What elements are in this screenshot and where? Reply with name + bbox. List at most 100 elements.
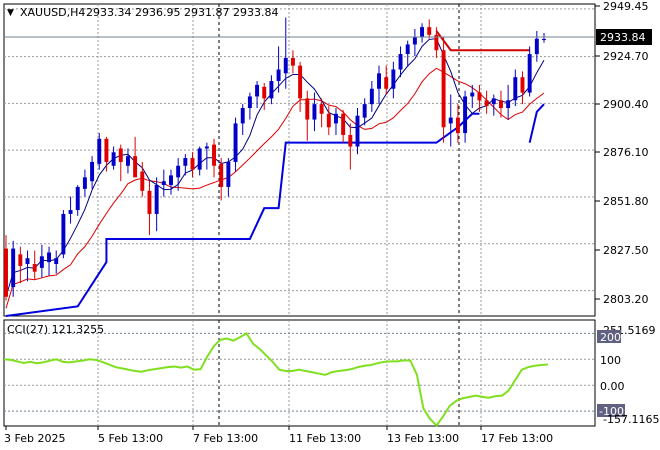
candle-body bbox=[262, 87, 266, 99]
candle-body bbox=[528, 54, 532, 93]
candle-body bbox=[119, 148, 123, 161]
candle-body bbox=[140, 172, 144, 191]
price-tick-label: 2803.20 bbox=[603, 293, 649, 306]
candle-body bbox=[248, 96, 252, 108]
candle-body bbox=[83, 177, 87, 189]
candle-body bbox=[341, 114, 345, 135]
candle-body bbox=[492, 98, 496, 104]
time-tick-label: 11 Feb 13:00 bbox=[289, 432, 361, 445]
candle-body bbox=[456, 118, 460, 133]
candle-body bbox=[147, 191, 151, 214]
candle-body bbox=[312, 104, 316, 119]
price-tick-label: 2827.50 bbox=[603, 244, 649, 257]
candle-body bbox=[327, 114, 331, 127]
candle-body bbox=[18, 254, 22, 266]
collapse-triangle-icon[interactable]: ▼ bbox=[7, 8, 14, 18]
candle-body bbox=[363, 104, 367, 117]
time-tick-label: 17 Feb 13:00 bbox=[481, 432, 553, 445]
candle-body bbox=[33, 264, 37, 272]
candle-body bbox=[112, 152, 116, 165]
candle-body bbox=[320, 104, 324, 114]
candle-body bbox=[535, 39, 539, 54]
candle-body bbox=[176, 166, 180, 178]
candle-body bbox=[155, 185, 159, 214]
candle-body bbox=[212, 145, 216, 166]
candle-body bbox=[485, 100, 489, 106]
candle-body bbox=[413, 37, 417, 45]
candle-body bbox=[133, 156, 137, 177]
candle-body bbox=[226, 162, 230, 187]
price-tick-label: 2851.80 bbox=[603, 195, 649, 208]
price-tick-label: 2924.70 bbox=[603, 50, 649, 63]
time-axis[interactable]: 3 Feb 2025 5 Feb 13:00 7 Feb 13:00 11 Fe… bbox=[4, 426, 553, 445]
candle-body bbox=[47, 252, 51, 262]
candle-body bbox=[4, 249, 8, 297]
candle-body bbox=[11, 249, 15, 288]
price-tick-label: 2900.40 bbox=[603, 98, 649, 111]
candle-body bbox=[54, 258, 58, 264]
candle-body bbox=[513, 77, 517, 100]
candle-body bbox=[305, 98, 309, 119]
time-tick-label: 3 Feb 2025 bbox=[4, 432, 65, 445]
candle-body bbox=[90, 162, 94, 181]
indicator-label: CCI(27) 121.3255 bbox=[7, 323, 104, 336]
time-tick-label: 13 Feb 13:00 bbox=[387, 432, 459, 445]
indicator-min-label: -157.1165 bbox=[603, 413, 659, 426]
candle-body bbox=[470, 93, 474, 97]
candle-body bbox=[377, 73, 381, 88]
candle-body bbox=[69, 210, 73, 214]
ohlc-values: 2933.34 2936.95 2931.87 2933.84 bbox=[86, 6, 278, 19]
candle-body bbox=[463, 96, 467, 133]
candle-body bbox=[298, 66, 302, 99]
candle-body bbox=[169, 175, 173, 185]
time-tick-label: 5 Feb 13:00 bbox=[98, 432, 163, 445]
candle-body bbox=[449, 118, 453, 124]
candle-body bbox=[391, 69, 395, 88]
candle-body bbox=[76, 187, 80, 210]
candle-body bbox=[234, 123, 238, 162]
time-tick-label: 7 Feb 13:00 bbox=[193, 432, 258, 445]
candle-body bbox=[477, 93, 481, 101]
candle-body bbox=[370, 89, 374, 104]
level-200-label: 200 bbox=[600, 331, 621, 344]
candle-body bbox=[61, 214, 65, 254]
candle-body bbox=[499, 100, 503, 108]
symbol-label: XAUUSD,H4 bbox=[20, 6, 85, 19]
candle-body bbox=[198, 148, 202, 169]
candle-body bbox=[241, 108, 245, 123]
current-price-label: 2933.84 bbox=[600, 31, 646, 44]
candle-body bbox=[348, 135, 352, 147]
candle-body bbox=[26, 258, 30, 264]
candle-body bbox=[126, 156, 130, 166]
price-tick-label: 2876.10 bbox=[603, 146, 649, 159]
candle-body bbox=[183, 158, 187, 166]
price-axis[interactable]: 2949.45 2924.70 2900.40 2876.10 2851.80 … bbox=[595, 0, 652, 306]
candle-body bbox=[442, 50, 446, 127]
candle-body bbox=[269, 81, 273, 98]
level-100-label: 100 bbox=[600, 354, 621, 367]
candle-body bbox=[255, 85, 259, 97]
candle-body bbox=[205, 147, 209, 149]
price-tick-label: 2949.45 bbox=[603, 0, 649, 13]
candle-body bbox=[506, 100, 510, 108]
candle-body bbox=[384, 77, 388, 89]
candle-body bbox=[191, 158, 195, 170]
candle-body bbox=[542, 39, 546, 40]
candle-body bbox=[406, 44, 410, 54]
candle-body bbox=[356, 116, 360, 147]
candle-body bbox=[40, 256, 44, 268]
candle-body bbox=[219, 164, 223, 187]
candle-body bbox=[420, 27, 424, 37]
candle-body bbox=[521, 77, 525, 92]
level-zero-label: 0.00 bbox=[600, 380, 625, 393]
indicator-axis[interactable]: 251.5169 200 100 0.00 -100 -157.1165 bbox=[597, 324, 659, 426]
candle-body bbox=[162, 181, 166, 185]
candle-body bbox=[277, 69, 281, 81]
candle-body bbox=[334, 114, 338, 124]
candle-body bbox=[427, 27, 431, 35]
candle-body bbox=[399, 54, 403, 69]
candle-body bbox=[104, 139, 108, 162]
candle-body bbox=[284, 58, 288, 73]
candle-body bbox=[291, 58, 295, 66]
